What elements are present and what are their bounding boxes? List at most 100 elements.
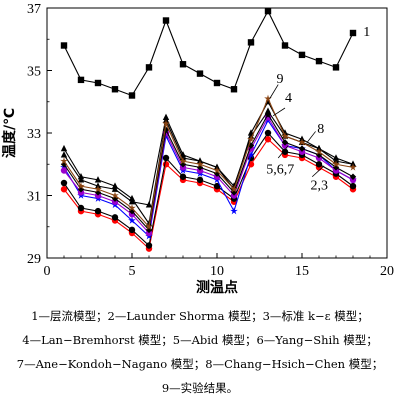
series-9-point [264,94,272,102]
series-3-point [315,161,323,168]
y-tick-label: 35 [27,65,41,80]
annotation-leader-line [277,145,289,159]
series-9-point [94,185,102,193]
series-1-point [111,86,119,93]
curve-annotation: 8 [317,122,324,137]
series-2-point [162,161,170,168]
series-8-point [128,194,136,202]
annotation-leader-line [269,84,279,99]
series-9-point [145,222,153,230]
series-7-point [162,126,170,134]
series-1-point [145,64,153,71]
series-1-point [77,76,85,84]
chart-canvas: 0 5 10 15 20 29 31 33 35 37 测温点 温度/℃ 1 94 8 5,6,7 2,3 [1,2,394,296]
series-1-point [230,86,238,93]
curve-annotation: 4 [285,91,292,106]
series-7-point [281,139,289,146]
series-9-point [196,160,204,168]
series-7-point [196,164,204,171]
series-3-point [145,242,153,249]
series-5-point [128,216,136,224]
series-9-point [77,182,85,190]
series-9-point [315,147,323,155]
series-1-point [298,51,306,59]
series-7-point [128,207,136,215]
series-7-point [94,189,102,196]
series-9-point [111,191,119,199]
series-1-point [264,7,272,15]
caption-line-3: 7—Ane−Kondoh−Nagano 模型；8—Chang−Hsich−Che… [16,357,384,371]
y-tick-label: 37 [27,2,41,17]
series-1-point [60,42,68,49]
series-9-point [247,135,255,143]
series-4-point [145,201,153,208]
caption-line-2: 4—Lan−Bremhorst 模型；5—Abid 模型；6—Yang−Shih… [22,333,378,347]
series-4-point [60,151,68,158]
series-3-point [162,154,170,162]
plot-frame [46,7,388,259]
series-3-point [349,182,357,190]
series-2-line [63,138,354,250]
series-7-point [145,226,153,234]
series-8-point [111,182,119,189]
series-1-point [332,64,340,71]
series-3-point [213,182,221,190]
series-2-point [264,136,272,143]
series-3-point [179,173,187,180]
series-1-line [63,9,354,97]
series-1-point [281,42,289,49]
series-9-point [298,138,306,146]
series-8-point [60,144,68,152]
series-1-point [94,79,102,87]
series-8-point [77,172,85,180]
y-tick-label: 31 [27,190,41,205]
series-5-point [230,207,238,215]
series-1-point [179,61,187,68]
series-1-point [213,79,221,87]
series-3-point [281,148,289,155]
series-2-point [60,186,68,193]
series-3-point [94,207,102,215]
series-9-point [60,157,68,165]
series-7-line [63,113,354,232]
series-1-point [315,57,323,65]
series-7-point [60,161,68,168]
series-7-point [247,142,255,149]
series-7-point [179,161,187,168]
y-axis-title: 温度/℃ [1,108,18,158]
series-9-point [162,119,170,127]
x-tick-label: 15 [295,264,309,279]
caption-line-1: 1—层流模型；2—Launder Shorma 模型；3—标准 k−ε 模型； [31,309,369,323]
series-5-point [247,150,255,159]
series-3-point [60,179,68,187]
x-tick-label: 10 [210,264,224,279]
series-3-point [77,204,85,212]
series-1-point [196,70,204,77]
figure-caption: 1—层流模型；2—Launder Shorma 模型；3—标准 k−ε 模型； … [0,304,400,400]
x-tick-label: 20 [380,264,394,279]
series-8-point [94,176,102,183]
series-8-point [264,107,272,114]
series-1-point [128,92,136,99]
series-1-point [349,29,357,37]
series-7-point [77,186,85,193]
series-1-point [247,39,255,46]
series-7-point [315,151,323,159]
series-6-point [60,167,68,174]
series-3-point [264,129,272,137]
series-7-point [298,145,306,152]
caption-line-4: 9—实验结果。 [161,381,239,395]
series-3-point [111,214,119,221]
annotation-leader-line [311,165,325,178]
annotation-leader-line [272,107,286,117]
curve-annotation: 1 [363,25,370,40]
series-1-point [162,17,170,24]
y-tick-label: 33 [27,127,41,142]
series-7-point [111,195,119,202]
series-3-point [196,176,204,184]
series-7-point [332,164,340,171]
series-7-point [230,189,238,196]
x-tick-label: 0 [44,264,51,279]
series-9-point [332,160,340,168]
y-tick-label: 29 [27,252,41,267]
